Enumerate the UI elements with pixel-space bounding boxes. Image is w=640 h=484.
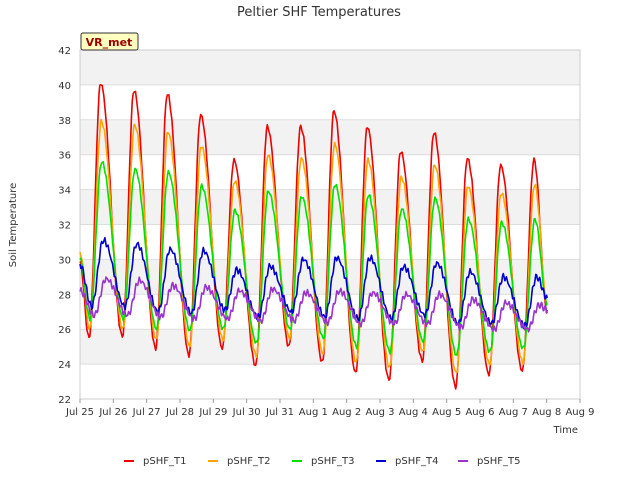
y-axis-label: Soil Temperature <box>8 183 19 268</box>
y-tick-label: 24 <box>58 360 71 371</box>
legend-entry: pSHF_T1 <box>143 456 186 467</box>
x-tick-label: Aug 2 <box>332 407 361 418</box>
legend-entry: pSHF_T3 <box>311 456 354 467</box>
x-tick-label: Jul 26 <box>98 407 127 418</box>
x-tick-label: Aug 9 <box>565 407 594 418</box>
y-tick-label: 32 <box>58 221 71 232</box>
chart-title: Peltier SHF Temperatures <box>237 5 401 20</box>
y-tick-label: 40 <box>58 81 71 92</box>
x-tick-label: Jul 29 <box>198 407 227 418</box>
y-axis-ticks: 22 24 26 28 30 32 34 36 38 40 42 <box>58 46 71 406</box>
y-tick-label: 28 <box>58 290 71 301</box>
annotation-box <box>80 32 139 51</box>
x-tick-label: Aug 6 <box>465 407 494 418</box>
background-band <box>80 329 580 365</box>
annotation-label: VR_met <box>86 36 133 49</box>
x-axis-label: Time <box>553 425 578 436</box>
x-tick-label: Aug 3 <box>365 407 394 418</box>
x-tick-label: Aug 5 <box>432 407 461 418</box>
x-tick-label: Jul 27 <box>132 407 161 418</box>
x-tick-label: Jul 31 <box>265 407 294 418</box>
y-tick-label: 26 <box>58 325 71 336</box>
annotation-badge: VR_met <box>80 32 139 51</box>
x-tick-label: Aug 4 <box>399 407 428 418</box>
legend-entry: pSHF_T2 <box>227 456 270 467</box>
legend: pSHF_T1 pSHF_T2 pSHF_T3 pSHF_T4 pSHF_T5 <box>124 456 520 467</box>
legend-entry: pSHF_T5 <box>477 456 520 467</box>
legend-entry: pSHF_T4 <box>395 456 438 467</box>
background-band <box>80 119 580 155</box>
x-tick-label: Aug 8 <box>532 407 561 418</box>
x-axis-ticks: Jul 25 Jul 26 Jul 27 Jul 28 Jul 29 Jul 30 Jul … <box>65 399 595 418</box>
series-lines <box>79 84 549 390</box>
background-band <box>80 50 580 85</box>
x-tick-label: Aug 1 <box>299 407 328 418</box>
y-tick-label: 30 <box>58 255 71 266</box>
y-tick-label: 34 <box>58 186 71 197</box>
series-line-pSHF_T5 <box>79 276 549 333</box>
y-tick-label: 42 <box>58 46 71 57</box>
x-tick-label: Jul 28 <box>165 407 194 418</box>
y-tick-label: 22 <box>58 395 71 406</box>
x-tick-label: Aug 7 <box>499 407 528 418</box>
y-tick-label: 36 <box>58 151 71 162</box>
plot-frame <box>79 49 581 400</box>
x-tick-label: Jul 30 <box>232 407 261 418</box>
y-tick-label: 38 <box>58 116 71 127</box>
x-tick-label: Jul 25 <box>65 407 94 418</box>
series-line-pSHF_T3 <box>79 161 548 356</box>
